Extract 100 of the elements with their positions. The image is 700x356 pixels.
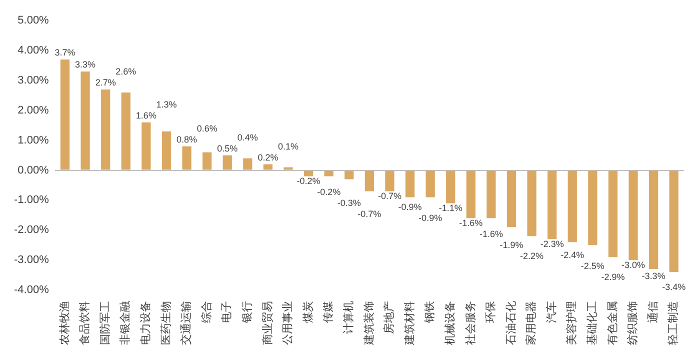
x-tick-label: 综合 bbox=[200, 301, 213, 323]
x-tick-label: 钢铁 bbox=[423, 301, 436, 324]
x-tick-label: 建筑材料 bbox=[402, 301, 416, 346]
data-label: -3.3% bbox=[642, 271, 666, 282]
data-label: 0.4% bbox=[237, 132, 258, 142]
data-label: -1.1% bbox=[438, 203, 462, 214]
x-tick-label: 汽车 bbox=[544, 301, 558, 323]
bar bbox=[263, 164, 273, 170]
x-tick-label: 轻工制造 bbox=[666, 301, 680, 345]
x-tick-label: 国防军工 bbox=[98, 301, 112, 345]
data-label: -2.9% bbox=[601, 272, 625, 282]
bar bbox=[608, 170, 618, 258]
data-label: -0.3% bbox=[337, 198, 361, 208]
data-label: -3.0% bbox=[622, 260, 646, 270]
x-tick-label: 环保 bbox=[484, 301, 498, 323]
x-tick-label: 交通运输 bbox=[180, 301, 193, 345]
x-tick-label: 基础化工 bbox=[586, 301, 599, 345]
x-tick-label: 煤炭 bbox=[301, 301, 314, 323]
bar bbox=[182, 146, 192, 170]
data-label: 0.5% bbox=[217, 143, 238, 154]
bar bbox=[101, 89, 110, 170]
data-label: 1.3% bbox=[156, 99, 177, 110]
bar bbox=[466, 170, 476, 218]
y-tick-label: 3.00% bbox=[18, 74, 50, 86]
x-tick-label: 电力设备 bbox=[139, 301, 152, 345]
x-tick-label: 传媒 bbox=[322, 301, 335, 323]
x-tick-label: 商业贸易 bbox=[260, 301, 274, 345]
data-label: -0.9% bbox=[398, 202, 422, 212]
data-label: -1.9% bbox=[500, 240, 524, 250]
bar bbox=[121, 92, 130, 170]
y-tick-label: 4.00% bbox=[18, 44, 50, 57]
x-tick-label: 建筑装饰 bbox=[362, 301, 376, 346]
y-tick-label: 1.00% bbox=[18, 134, 50, 146]
x-tick-label: 美容护理 bbox=[565, 301, 578, 345]
data-label: 0.1% bbox=[278, 141, 299, 152]
bar bbox=[486, 170, 496, 218]
data-label: -2.5% bbox=[580, 261, 604, 272]
bar bbox=[568, 170, 577, 242]
bar bbox=[648, 170, 658, 270]
data-label: -0.7% bbox=[378, 191, 402, 202]
x-tick-label: 房地产 bbox=[382, 301, 396, 334]
x-tick-label: 银行 bbox=[240, 301, 254, 324]
data-label: 3.3% bbox=[75, 59, 96, 70]
bar bbox=[364, 170, 374, 192]
data-label: -0.9% bbox=[418, 213, 442, 224]
bar bbox=[548, 170, 557, 240]
y-tick-label: 2.00% bbox=[18, 104, 50, 116]
x-tick-label: 公用事业 bbox=[281, 301, 294, 345]
data-label: -3.4% bbox=[662, 282, 686, 292]
data-label: -2.2% bbox=[520, 251, 544, 262]
bar bbox=[243, 158, 252, 170]
y-tick-label: 0.00% bbox=[18, 164, 50, 176]
bar bbox=[405, 170, 415, 198]
bar bbox=[60, 60, 70, 170]
bar bbox=[162, 131, 172, 170]
x-tick-label: 社会服务 bbox=[464, 301, 477, 345]
data-label: 3.7% bbox=[54, 48, 76, 58]
x-tick-label: 计算机 bbox=[342, 301, 355, 334]
bar bbox=[446, 170, 456, 204]
data-label: 2.7% bbox=[95, 77, 116, 88]
bar bbox=[304, 170, 314, 176]
x-tick-label: 医药生物 bbox=[159, 301, 172, 345]
bar bbox=[669, 170, 678, 272]
x-tick-label: 通信 bbox=[646, 301, 660, 323]
bar bbox=[80, 71, 90, 170]
bar bbox=[588, 170, 598, 246]
x-tick-label: 农林牧渔 bbox=[58, 301, 71, 345]
bar bbox=[628, 170, 638, 260]
data-label: -2.3% bbox=[540, 239, 564, 250]
bar bbox=[284, 167, 293, 170]
data-label: -0.7% bbox=[358, 209, 382, 220]
y-tick-label: 5.00% bbox=[18, 14, 50, 27]
y-tick-label: -4.00% bbox=[14, 284, 50, 296]
y-tick-label: -2.00% bbox=[14, 224, 50, 236]
bar bbox=[202, 152, 212, 170]
data-label: 1.6% bbox=[136, 110, 156, 120]
data-label: -0.2% bbox=[296, 176, 320, 186]
x-tick-label: 家用电器 bbox=[524, 301, 538, 345]
data-label: 0.6% bbox=[196, 123, 218, 134]
x-tick-label: 纺织服饰 bbox=[626, 301, 640, 345]
data-label: -2.4% bbox=[560, 250, 584, 260]
bar bbox=[142, 122, 151, 170]
y-tick-label: -3.00% bbox=[14, 254, 50, 266]
x-tick-label: 非银金融 bbox=[118, 301, 132, 345]
bar bbox=[344, 170, 354, 180]
data-label: -0.2% bbox=[317, 187, 341, 198]
bar bbox=[324, 170, 334, 176]
x-tick-label: 电子 bbox=[220, 301, 234, 323]
bar bbox=[222, 155, 232, 170]
data-label: 0.2% bbox=[258, 152, 278, 162]
bar bbox=[426, 170, 435, 198]
bar bbox=[506, 170, 516, 228]
data-label: 0.8% bbox=[176, 134, 198, 144]
y-tick-label: -1.00% bbox=[14, 194, 50, 206]
data-label: -1.6% bbox=[459, 218, 483, 228]
x-tick-label: 食品饮料 bbox=[78, 301, 92, 345]
x-tick-label: 机械设备 bbox=[443, 301, 456, 345]
bar bbox=[385, 170, 394, 192]
x-tick-label: 石油石化 bbox=[504, 301, 518, 345]
bar bbox=[527, 170, 536, 236]
